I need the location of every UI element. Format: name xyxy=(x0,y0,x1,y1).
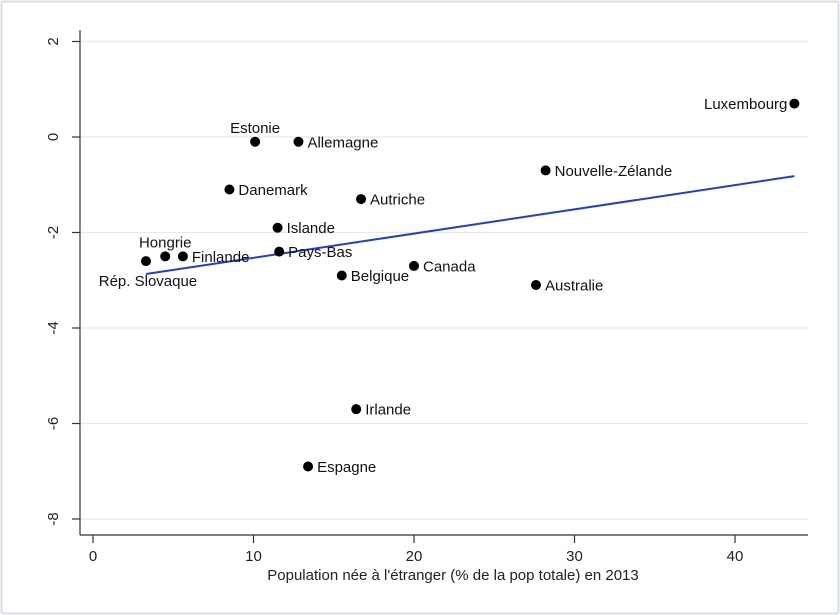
y-ticks: -8 -6 -4 -2 0 2 xyxy=(45,37,80,526)
data-label: Luxembourg xyxy=(704,96,787,113)
data-label: Danemark xyxy=(238,182,308,199)
data-label: Autriche xyxy=(370,192,425,209)
data-point xyxy=(160,251,171,262)
data-point xyxy=(293,136,304,147)
data-point xyxy=(177,251,188,262)
data-point xyxy=(351,404,362,415)
data-point xyxy=(250,136,261,147)
data-point xyxy=(336,270,347,281)
data-label: Irlande xyxy=(365,402,411,419)
data-label: Islande xyxy=(287,220,335,237)
data-label: Espagne xyxy=(317,459,376,476)
fit-line xyxy=(145,175,795,276)
y-tick-label: -2 xyxy=(45,226,62,239)
y-tick-label: -8 xyxy=(45,512,62,525)
data-label: Australie xyxy=(545,278,603,295)
data-label: Estonie xyxy=(230,120,280,137)
x-tick-label: 0 xyxy=(89,548,97,565)
x-axis-title: Population née à l'étranger (% de la pop… xyxy=(267,567,638,584)
data-point xyxy=(303,461,314,472)
data-point xyxy=(540,165,551,176)
x-tick-label: 10 xyxy=(245,548,262,565)
y-tick-label: 0 xyxy=(45,133,62,141)
data-label: Pays-Bas xyxy=(288,244,352,261)
data-point xyxy=(140,256,151,267)
data-points: Luxembourg Estonie Allemagne Nouvelle-Zélan… xyxy=(99,96,800,476)
y-tick-label: -4 xyxy=(45,321,62,334)
gridlines xyxy=(80,40,808,520)
y-tick-label: 2 xyxy=(45,37,62,45)
data-point xyxy=(274,246,285,257)
data-point xyxy=(409,260,419,271)
x-tick-label: 20 xyxy=(406,548,423,565)
data-label: Nouvelle-Zélande xyxy=(555,163,673,180)
x-tick-label: 30 xyxy=(566,548,583,565)
data-label: Hongrie xyxy=(139,234,192,251)
data-point xyxy=(272,222,283,233)
data-label: Belgique xyxy=(351,268,409,285)
data-label: Rép. Slovaque xyxy=(99,273,197,290)
data-label: Finlande xyxy=(192,249,250,266)
data-point xyxy=(530,280,541,291)
data-point xyxy=(224,184,235,195)
data-point xyxy=(789,98,800,109)
data-label: Allemagne xyxy=(307,134,378,151)
y-tick-label: -6 xyxy=(45,417,62,430)
data-point xyxy=(356,194,367,205)
x-ticks: 0 10 20 30 40 xyxy=(89,535,744,565)
data-label: Canada xyxy=(423,258,476,275)
x-tick-label: 40 xyxy=(727,548,744,565)
